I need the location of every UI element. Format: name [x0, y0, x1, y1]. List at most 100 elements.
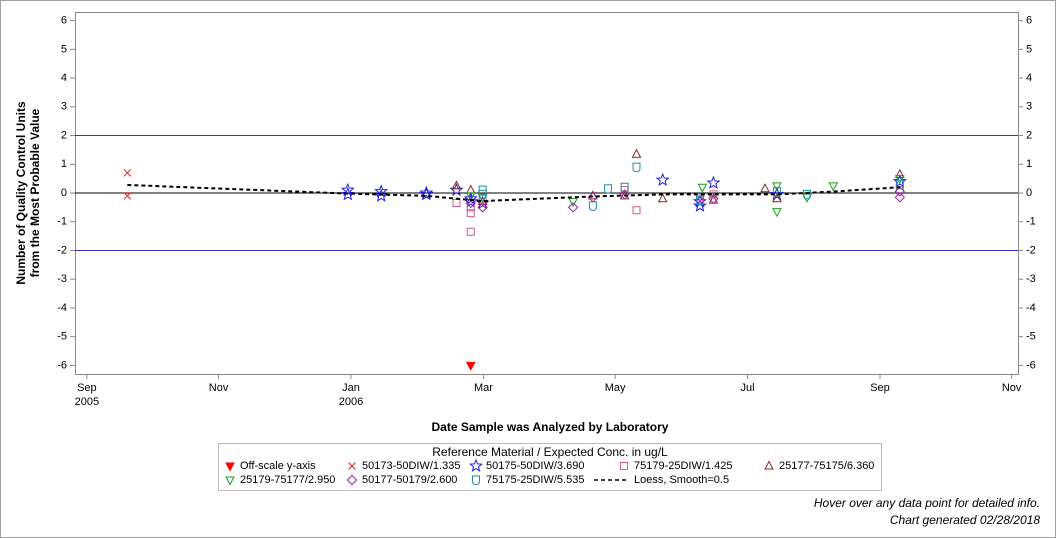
y-tick-label: -2	[57, 244, 67, 256]
y-tick-label: -6	[57, 359, 67, 371]
legend-marker	[225, 476, 235, 486]
x-tick-label: Nov	[1002, 382, 1022, 394]
legend-label: 50175-50DIW/3.690	[486, 460, 584, 472]
legend-label: 75175-25DIW/5.535	[486, 474, 584, 486]
x-tick-label-line: 2006	[339, 396, 363, 408]
point	[619, 189, 630, 200]
y-tick-label: 4	[61, 72, 67, 84]
x-tick-label-line: May	[605, 382, 626, 394]
point	[466, 209, 475, 218]
point	[631, 148, 642, 158]
x-tick-label-line: Mar	[474, 382, 493, 394]
y2-tick-label: -3	[1026, 273, 1036, 285]
y-tick-label: -1	[57, 216, 67, 228]
legend-label: 75179-25DIW/1.425	[634, 460, 732, 472]
point	[419, 187, 434, 201]
point	[894, 192, 906, 203]
legend-marker	[346, 474, 358, 486]
point	[769, 187, 784, 201]
point	[465, 361, 476, 371]
point	[894, 168, 905, 178]
y-tick-label: 6	[61, 15, 67, 27]
y2-tick-label: 3	[1026, 101, 1032, 113]
y-tick-label: 1	[61, 158, 67, 170]
loess-line	[127, 183, 900, 203]
point	[123, 192, 132, 200]
y2-tick-label: 1	[1026, 158, 1032, 170]
point	[340, 187, 355, 201]
x-tick-label-line: Sep	[77, 382, 97, 394]
point	[632, 206, 641, 215]
x-tick-label: Jul	[741, 382, 755, 394]
y2-tick-label: -1	[1026, 216, 1036, 228]
point	[603, 184, 612, 194]
legend-marker	[225, 462, 235, 472]
y2-tick-label: 6	[1026, 15, 1032, 27]
point	[620, 182, 629, 193]
y-tick-label: -5	[57, 331, 67, 343]
y2-tick-label: -5	[1026, 331, 1036, 343]
legend-marker	[472, 475, 480, 486]
legend-label: Loess, Smooth=0.5	[634, 474, 729, 486]
point	[695, 195, 704, 206]
x-tick-label-line: Sep	[870, 382, 890, 394]
y-tick-label: -3	[57, 273, 67, 285]
y2-tick-label: 4	[1026, 72, 1032, 84]
y2-tick-label: 0	[1026, 187, 1032, 199]
legend-label: Off-scale y-axis	[240, 460, 316, 472]
y-tick-label: 5	[61, 43, 67, 55]
x-tick-label: Sep	[870, 382, 890, 394]
x-tick-label-line: Nov	[1002, 382, 1022, 394]
x-tick-label: Nov	[209, 382, 229, 394]
y2-tick-label: 5	[1026, 43, 1032, 55]
point	[478, 189, 487, 200]
y2-tick-label: -4	[1026, 302, 1036, 314]
point	[895, 186, 904, 195]
y2-tick-label: -6	[1026, 359, 1036, 371]
legend-title: Reference Material / Expected Conc. in u…	[432, 445, 668, 459]
point	[655, 172, 670, 187]
point	[466, 203, 475, 212]
point	[567, 202, 579, 213]
point	[657, 193, 668, 203]
y-tick-label: 0	[61, 187, 67, 199]
legend-box	[218, 443, 882, 491]
legend-label: 50173-50DIW/1.335	[362, 460, 460, 472]
y-axis-label: from the Most Probable Value	[28, 108, 42, 277]
point	[465, 197, 476, 209]
y-tick-label: 2	[61, 129, 67, 141]
point	[465, 192, 476, 202]
y-tick-label: -4	[57, 302, 67, 314]
x-tick-label: May	[605, 382, 626, 394]
y2-tick-label: -2	[1026, 244, 1036, 256]
point	[706, 175, 721, 189]
legend-label: 25179-75177/2.950	[240, 474, 335, 486]
x-tick-label-line: Jan	[342, 382, 360, 394]
y2-tick-label: 2	[1026, 129, 1032, 141]
point	[451, 180, 462, 190]
point	[477, 202, 488, 213]
point	[760, 183, 770, 193]
x-axis-label: Date Sample was Analyzed by Laboratory	[432, 420, 669, 434]
x-tick-label-line: Nov	[209, 382, 229, 394]
point	[697, 183, 708, 193]
point	[419, 185, 434, 199]
point	[772, 182, 782, 192]
x-tick-label-line: 2005	[75, 396, 99, 408]
legend-marker	[764, 460, 774, 470]
legend-marker	[620, 462, 628, 470]
point	[692, 198, 707, 212]
point	[828, 182, 839, 192]
point	[894, 186, 906, 197]
point	[632, 162, 641, 173]
x-tick-label: Mar	[474, 382, 493, 394]
point	[466, 227, 475, 236]
point	[123, 169, 132, 177]
legend-label: 50177-50179/2.600	[362, 474, 457, 486]
point	[772, 208, 782, 218]
point	[588, 201, 597, 211]
footnote: Chart generated 02/28/2018	[890, 513, 1040, 527]
legend-label: 25177-75175/6.360	[779, 460, 874, 472]
y-tick-label: 3	[61, 101, 67, 113]
